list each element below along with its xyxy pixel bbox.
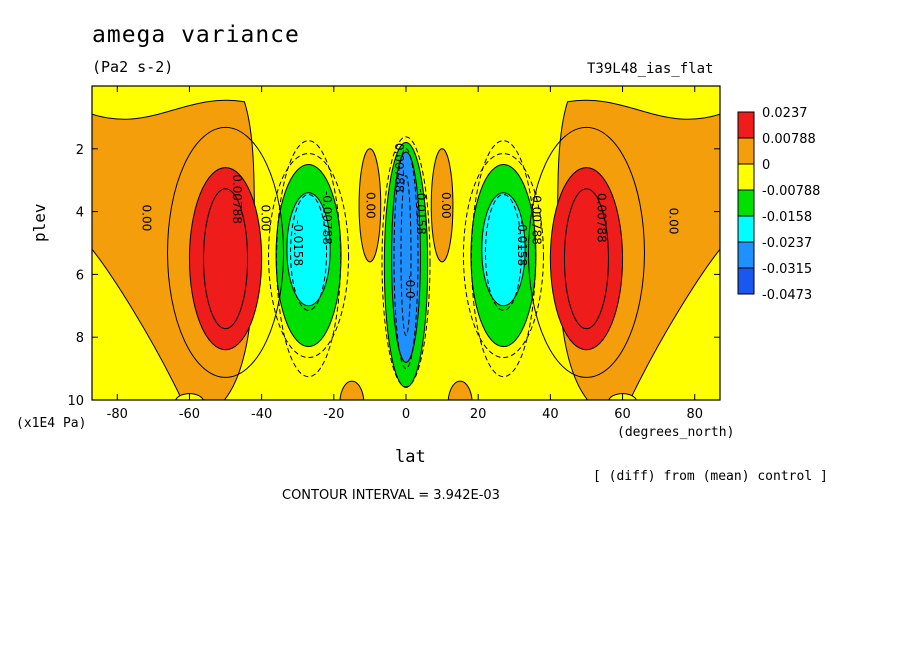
legend-swatch xyxy=(737,215,755,243)
legend-label: -0.0237 xyxy=(762,236,812,251)
contour-line xyxy=(527,126,645,378)
y-axis-ticks: 2 4 6 8 10 xyxy=(67,143,720,409)
contour-label: 0.00 xyxy=(363,192,377,219)
x-tick-label: 20 xyxy=(470,407,487,422)
contour-line xyxy=(484,193,522,311)
legend-swatch xyxy=(737,241,755,269)
contour-line xyxy=(400,175,412,337)
contour-line xyxy=(167,126,285,378)
legend-label: -0.00788 xyxy=(762,184,820,199)
contour-label: 0.00788 xyxy=(230,174,244,224)
legend-label: -0.0158 xyxy=(762,210,812,225)
orange-region xyxy=(430,148,454,263)
contour-line xyxy=(381,136,431,388)
x-tick-label: -20 xyxy=(323,407,344,422)
contour-line xyxy=(276,140,342,378)
x-tick-label: -60 xyxy=(179,407,200,422)
y-tick-label: 2 xyxy=(76,143,84,158)
orange-region xyxy=(358,148,382,263)
contour-line xyxy=(290,193,328,311)
y-tick-label: 8 xyxy=(76,331,84,346)
y-axis-unit: (x1E4 Pa) xyxy=(16,416,87,431)
contour-label: 0.00 xyxy=(439,192,453,219)
chart-title: amega variance xyxy=(92,22,300,48)
contour-label: -0.00788 xyxy=(320,191,334,245)
color-legend: 0.0237 0.00788 0 -0.00788 -0.0158 -0.0237 -0.0… xyxy=(737,106,820,303)
blue-region xyxy=(391,151,421,363)
x-tick-label: 40 xyxy=(542,407,559,422)
contour-label: -0.0158 xyxy=(515,220,529,266)
chart-units: (Pa2 s-2) xyxy=(92,58,174,76)
legend-label: 0 xyxy=(762,158,770,173)
x-tick-label: 80 xyxy=(686,407,703,422)
contour-labels: 0.00 0.00788 0.00-0.0158 -0.00788 0.000.0078… xyxy=(140,143,681,299)
contour-label: -0.0 xyxy=(403,275,417,298)
y-tick-label: 4 xyxy=(76,206,84,221)
legend-swatch xyxy=(737,163,755,191)
x-tick-label: 60 xyxy=(614,407,631,422)
contour-label: 0.00 xyxy=(259,205,273,232)
cyan-region xyxy=(286,192,331,307)
contour-lines xyxy=(167,126,645,388)
y-tick-label: 6 xyxy=(76,268,84,283)
contour-label: 0.00788 xyxy=(392,143,406,193)
legend-label: 0.0237 xyxy=(762,106,808,121)
x-axis-ticks: -80 -60 -40 -20 0 20 40 60 80 xyxy=(107,86,703,422)
contour-label: -0.0158 xyxy=(291,220,305,266)
legend-swatch xyxy=(737,189,755,217)
contour-label: -0.0158 xyxy=(414,188,428,234)
legend-label: 0.00788 xyxy=(762,132,816,147)
orange-region xyxy=(447,380,473,400)
diff-note: [ (diff) from (mean) control ] xyxy=(593,469,828,484)
contour-fields xyxy=(92,99,720,400)
legend-label: -0.0315 xyxy=(762,262,812,277)
legend-label: -0.0473 xyxy=(762,288,812,303)
contour-label: -0.00788 xyxy=(529,191,543,245)
x-tick-label: -80 xyxy=(107,407,128,422)
x-tick-label: -40 xyxy=(251,407,272,422)
contour-interval: CONTOUR INTERVAL = 3.942E-03 xyxy=(282,488,500,503)
contour-label: 0.00788 xyxy=(594,193,608,243)
legend-swatch xyxy=(737,267,755,295)
legend-swatch xyxy=(737,137,755,165)
y-tick-label: 10 xyxy=(67,394,84,409)
cyan-region xyxy=(481,192,526,307)
contour-line xyxy=(470,140,536,378)
contour-label: 0.00 xyxy=(666,208,680,235)
x-axis-unit: (degrees_north) xyxy=(617,425,735,440)
contour-label: 0.00 xyxy=(140,205,154,232)
contour-line xyxy=(462,153,544,359)
x-axis-label: lat xyxy=(395,447,426,467)
contour-line xyxy=(393,148,419,370)
orange-region xyxy=(339,380,365,400)
contour-line xyxy=(203,188,249,330)
run-label: T39L48_ias_flat xyxy=(587,61,714,77)
red-region xyxy=(549,167,624,351)
x-tick-label: 0 xyxy=(402,407,410,422)
red-region xyxy=(188,167,263,351)
contour-line xyxy=(268,153,350,359)
legend-swatch xyxy=(737,111,755,139)
contour-line xyxy=(563,188,609,330)
